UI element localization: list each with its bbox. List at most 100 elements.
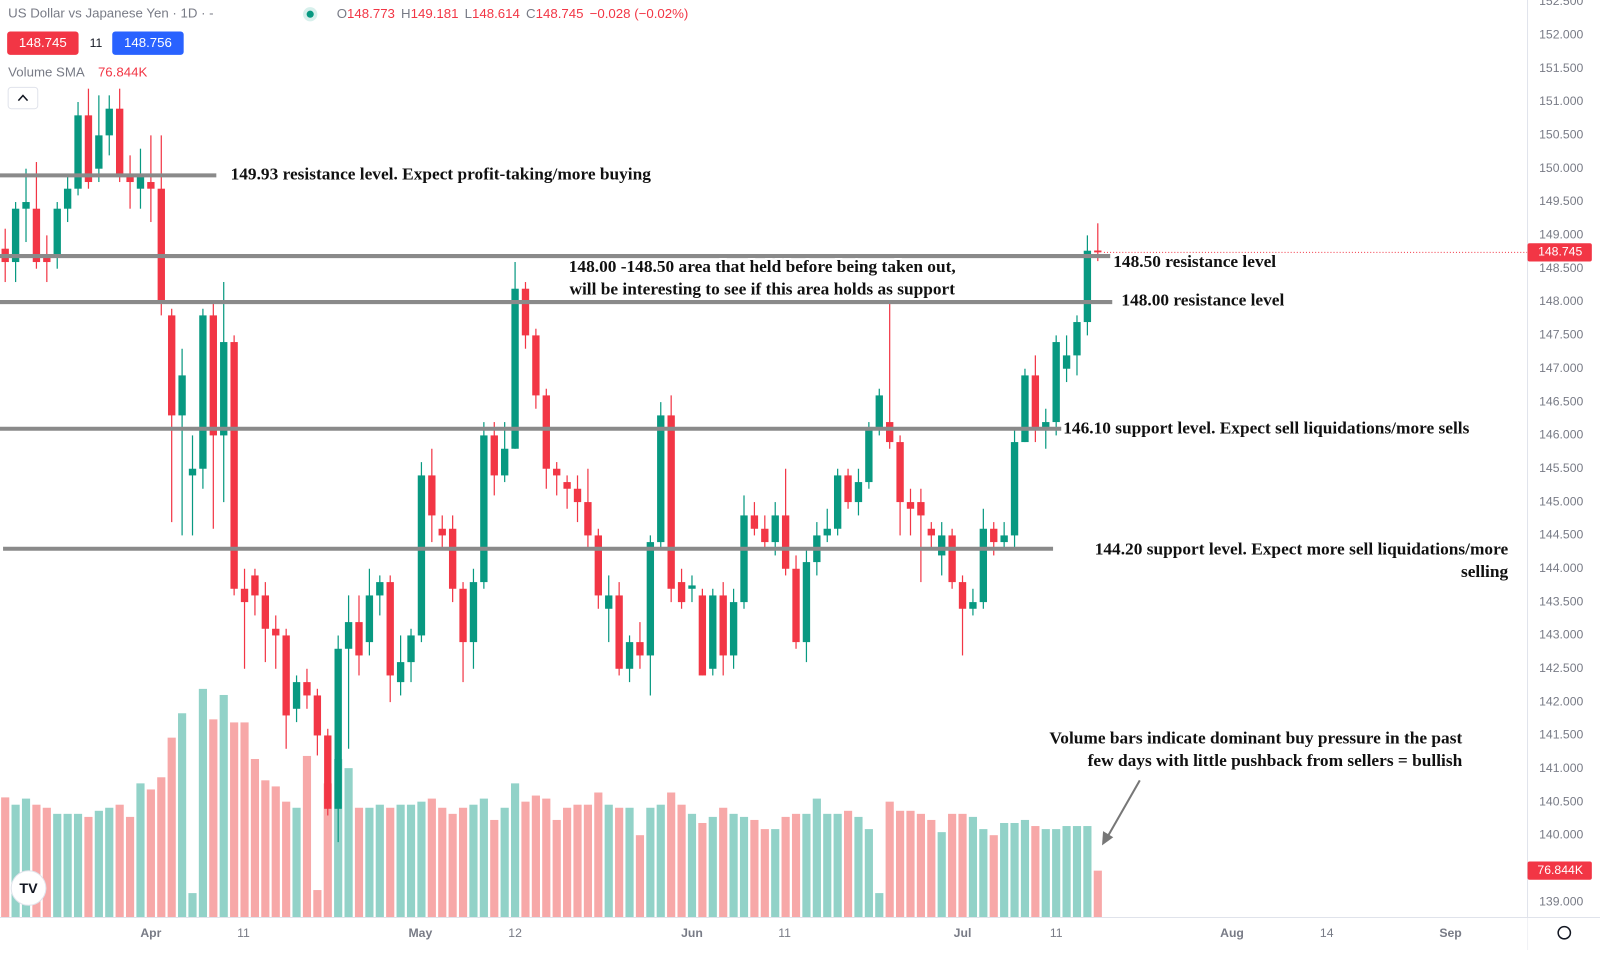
price-axis <box>1527 0 1600 950</box>
y-tick-label: 142.500 <box>1539 661 1583 675</box>
y-tick-label: 145.500 <box>1539 461 1583 475</box>
spread: 11 <box>90 36 103 50</box>
annotation: few days with little pushback from selle… <box>1088 751 1463 770</box>
y-tick-label: 149.000 <box>1539 228 1583 242</box>
volume-bar <box>833 813 842 918</box>
volume-bar <box>230 722 239 918</box>
y-tick-label: 141.000 <box>1539 761 1583 775</box>
x-tick-label: 11 <box>237 926 250 940</box>
volume-sma-label: 76.844K <box>1537 863 1583 877</box>
candle-body <box>750 515 759 529</box>
candle-body <box>95 135 103 169</box>
candle-body <box>657 415 665 543</box>
volume-bar <box>552 819 561 918</box>
volume-bar <box>594 792 603 918</box>
volume-bar <box>916 813 925 918</box>
symbol-title: US Dollar vs Japanese Yen · 1D · - <box>8 6 213 21</box>
y-tick-label: 140.500 <box>1539 794 1583 808</box>
volume-bar <box>708 816 717 918</box>
candle-body <box>636 642 644 656</box>
y-tick-label: 150.500 <box>1539 128 1583 142</box>
volume-bar <box>354 807 364 918</box>
volume-bar <box>157 777 166 918</box>
volume-bar <box>396 804 405 918</box>
volume-bar <box>1041 829 1050 918</box>
volume-bar <box>375 804 384 918</box>
candle-body <box>521 288 530 336</box>
candle-body <box>1010 442 1019 536</box>
candle-body <box>719 595 727 656</box>
ask-box[interactable] <box>112 31 184 55</box>
y-tick-label: 144.000 <box>1539 561 1583 575</box>
volume-bar <box>479 798 488 918</box>
volume-bar <box>365 807 374 918</box>
legend-key: O <box>337 6 347 21</box>
legend-key: C <box>526 6 536 21</box>
candle-body <box>532 335 540 396</box>
x-tick-label: 12 <box>508 926 522 940</box>
candle-body <box>844 475 852 503</box>
candle-body <box>542 395 550 469</box>
volume-bar <box>1020 819 1030 918</box>
candle-body <box>282 635 290 716</box>
candle-body <box>958 582 967 609</box>
volume-bar <box>1010 822 1019 918</box>
volume-bar <box>406 804 416 918</box>
volume-bar <box>667 792 676 918</box>
y-tick-label: 142.000 <box>1539 694 1583 708</box>
bid-box[interactable] <box>7 31 79 55</box>
candle-body <box>1094 250 1102 253</box>
volume-bar <box>968 816 978 918</box>
arrow-head <box>1102 831 1114 846</box>
candle-body <box>355 622 363 656</box>
indicator-name: Volume SMA <box>8 65 85 80</box>
y-tick-label: 152.500 <box>1539 0 1583 8</box>
volume-bar <box>979 829 988 918</box>
logo[interactable] <box>10 870 47 906</box>
candle-body <box>563 482 571 489</box>
legend-value: 148.614 <box>472 6 520 21</box>
volume-bar <box>323 783 332 918</box>
volume-bar <box>250 758 260 918</box>
last-price-box <box>1527 243 1592 262</box>
candle-body <box>469 582 478 643</box>
volume-bar <box>219 694 228 918</box>
volume-bar <box>563 807 572 918</box>
x-tick-label: 11 <box>1050 926 1063 940</box>
candle-body <box>209 315 217 436</box>
volume-bar <box>32 804 41 918</box>
candle-body <box>729 602 738 656</box>
candle-body <box>615 595 623 669</box>
y-tick-label: 151.500 <box>1539 61 1583 75</box>
candle-body <box>334 648 342 809</box>
y-tick-label: 150.000 <box>1539 161 1583 175</box>
volume-bar <box>448 813 457 918</box>
candle-body <box>917 502 925 516</box>
candle-body <box>875 395 883 429</box>
volume-bar <box>490 819 499 918</box>
y-tick-label: 145.000 <box>1539 494 1583 508</box>
candle-body <box>771 515 779 543</box>
candle-body <box>386 582 394 676</box>
volume-bar <box>292 807 301 918</box>
candle-body <box>417 475 426 636</box>
volume-bar <box>531 795 540 918</box>
volume-bar <box>386 807 395 918</box>
collapse-button[interactable] <box>7 86 39 110</box>
candle-body <box>553 468 561 476</box>
x-tick-label: May <box>408 926 432 940</box>
volume-bar <box>802 813 811 918</box>
candle-body <box>480 435 488 583</box>
candle-body <box>979 528 988 603</box>
x-tick-label: Jun <box>681 926 703 940</box>
overlay: 139.000 140.000 140.500 141.000 141.500 142.0… <box>140 0 1592 940</box>
candle-body <box>625 642 634 669</box>
candle-body <box>646 542 655 656</box>
candle-body <box>740 515 748 603</box>
candle-body <box>823 528 831 536</box>
candle-body <box>428 475 436 516</box>
settings-icon[interactable] <box>1557 925 1572 940</box>
candle-body <box>178 375 186 416</box>
